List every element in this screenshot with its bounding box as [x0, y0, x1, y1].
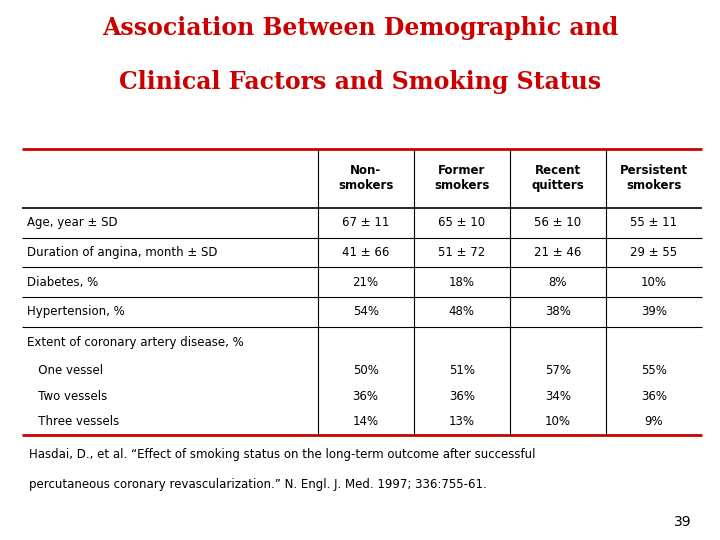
Text: 9%: 9%	[644, 415, 663, 428]
Text: 67 ± 11: 67 ± 11	[342, 216, 390, 229]
Text: 51%: 51%	[449, 364, 474, 377]
Text: Hasdai, D., et al. “Effect of smoking status on the long-term outcome after succ: Hasdai, D., et al. “Effect of smoking st…	[29, 448, 535, 461]
Text: Duration of angina, month ± SD: Duration of angina, month ± SD	[27, 246, 218, 259]
Text: 36%: 36%	[449, 390, 474, 403]
Text: Clinical Factors and Smoking Status: Clinical Factors and Smoking Status	[119, 70, 601, 94]
Text: 55%: 55%	[641, 364, 667, 377]
Text: 36%: 36%	[641, 390, 667, 403]
Text: 51 ± 72: 51 ± 72	[438, 246, 485, 259]
Text: Association Between Demographic and: Association Between Demographic and	[102, 16, 618, 40]
Text: One vessel: One vessel	[27, 364, 104, 377]
Text: 48%: 48%	[449, 305, 474, 318]
Text: 56 ± 10: 56 ± 10	[534, 216, 582, 229]
Text: Two vessels: Two vessels	[27, 390, 107, 403]
Text: Three vessels: Three vessels	[27, 415, 120, 428]
Text: 39: 39	[674, 515, 691, 529]
Text: 8%: 8%	[549, 275, 567, 288]
Text: 41 ± 66: 41 ± 66	[342, 246, 390, 259]
Text: 39%: 39%	[641, 305, 667, 318]
Text: 10%: 10%	[545, 415, 571, 428]
Text: 13%: 13%	[449, 415, 474, 428]
Text: 29 ± 55: 29 ± 55	[631, 246, 678, 259]
Text: Extent of coronary artery disease, %: Extent of coronary artery disease, %	[27, 336, 244, 349]
Text: 21%: 21%	[353, 275, 379, 288]
Text: 10%: 10%	[641, 275, 667, 288]
Text: 57%: 57%	[545, 364, 571, 377]
Text: percutaneous coronary revascularization.” N. Engl. J. Med. 1997; 336:755-61.: percutaneous coronary revascularization.…	[29, 478, 487, 491]
Text: 18%: 18%	[449, 275, 474, 288]
Text: 50%: 50%	[353, 364, 379, 377]
Text: 34%: 34%	[545, 390, 571, 403]
Text: Diabetes, %: Diabetes, %	[27, 275, 99, 288]
Text: 14%: 14%	[353, 415, 379, 428]
Text: 54%: 54%	[353, 305, 379, 318]
Text: 55 ± 11: 55 ± 11	[631, 216, 678, 229]
Text: 38%: 38%	[545, 305, 571, 318]
Text: 65 ± 10: 65 ± 10	[438, 216, 485, 229]
Text: 36%: 36%	[353, 390, 379, 403]
Text: Age, year ± SD: Age, year ± SD	[27, 216, 118, 229]
Text: Persistent
smokers: Persistent smokers	[620, 164, 688, 192]
Text: Recent
quitters: Recent quitters	[531, 164, 584, 192]
Text: Hypertension, %: Hypertension, %	[27, 305, 125, 318]
Text: Non-
smokers: Non- smokers	[338, 164, 393, 192]
Text: Former
smokers: Former smokers	[434, 164, 490, 192]
Text: 21 ± 46: 21 ± 46	[534, 246, 582, 259]
